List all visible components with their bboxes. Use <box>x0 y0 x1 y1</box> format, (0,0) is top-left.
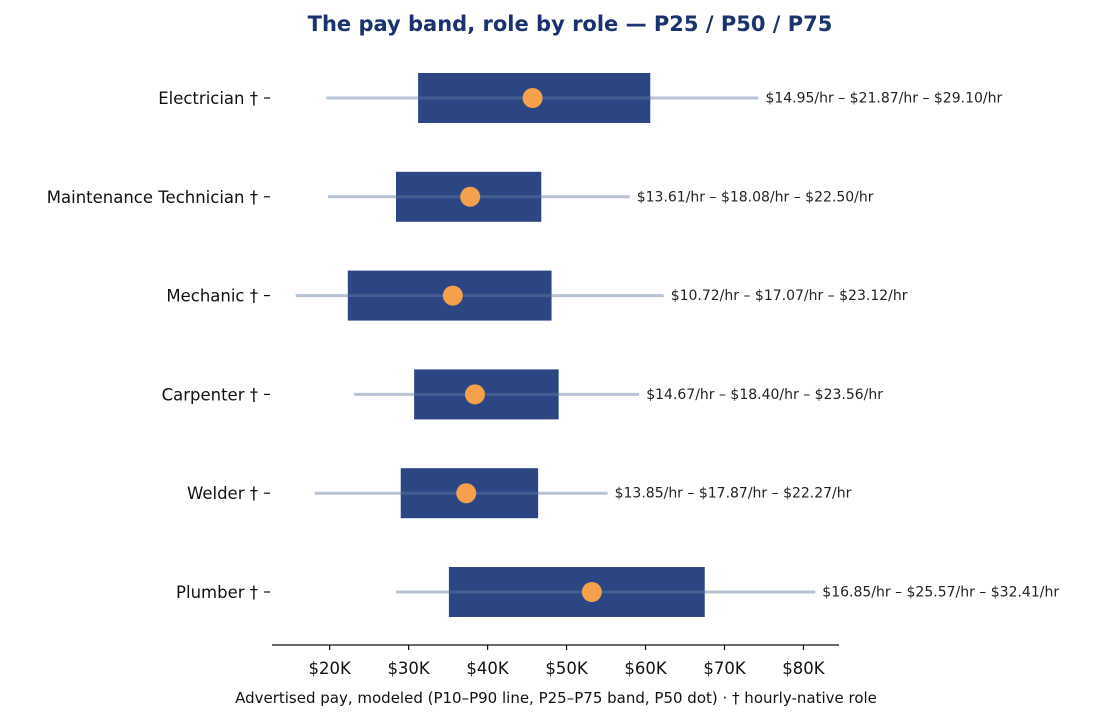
range-annotation-electrician: $14.95/hr – $21.87/hr – $29.10/hr <box>765 91 1002 107</box>
y-tick-label-carpenter: Carpenter † <box>162 385 258 404</box>
range-annotation-mechanic: $10.72/hr – $17.07/hr – $23.12/hr <box>671 288 908 304</box>
p50-dot-maintenance-technician <box>460 186 481 207</box>
p50-dot-plumber <box>581 582 602 602</box>
y-tick-label-maintenance-technician: Maintenance Technician † <box>47 188 258 207</box>
range-annotation-maintenance-technician: $13.61/hr – $18.08/hr – $22.50/hr <box>637 189 874 205</box>
p50-dot-electrician <box>522 88 543 108</box>
range-annotation-plumber: $16.85/hr – $25.57/hr – $32.41/hr <box>822 585 1059 601</box>
range-annotation-carpenter: $14.67/hr – $18.40/hr – $23.56/hr <box>646 387 883 403</box>
x-axis-ticks: $20K $30K $40K $50K $60K $70K $80K <box>308 645 826 678</box>
x-tick-label: $40K <box>466 659 509 678</box>
y-tick-label-mechanic: Mechanic † <box>166 287 258 306</box>
x-axis-label: Advertised pay, modeled (P10–P90 line, P… <box>235 689 877 707</box>
x-tick-label: $50K <box>545 659 588 678</box>
y-tick-label-plumber: Plumber † <box>176 583 258 602</box>
chart-title: The pay band, role by role — P25 / P50 /… <box>308 12 833 36</box>
x-tick-label: $70K <box>703 659 746 678</box>
p50-dot-carpenter <box>464 384 485 405</box>
p50-dot-welder <box>456 483 477 504</box>
p50-dot-mechanic <box>442 285 463 306</box>
y-axis-ticks: Electrician † Maintenance Technician † Mec… <box>47 89 270 602</box>
x-tick-label: $80K <box>782 659 825 678</box>
range-annotation-welder: $13.85/hr – $17.87/hr – $22.27/hr <box>615 486 852 502</box>
plot-area: $14.95/hr – $21.87/hr – $29.10/hr $13.61/… <box>295 73 1059 617</box>
x-tick-label: $60K <box>624 659 667 678</box>
y-tick-label-electrician: Electrician † <box>158 89 258 108</box>
x-tick-label: $20K <box>308 659 351 678</box>
x-tick-label: $30K <box>387 659 430 678</box>
p25-p75-band-carpenter <box>414 369 559 420</box>
p25-p75-band-plumber <box>448 567 705 617</box>
y-tick-label-welder: Welder † <box>187 484 258 503</box>
